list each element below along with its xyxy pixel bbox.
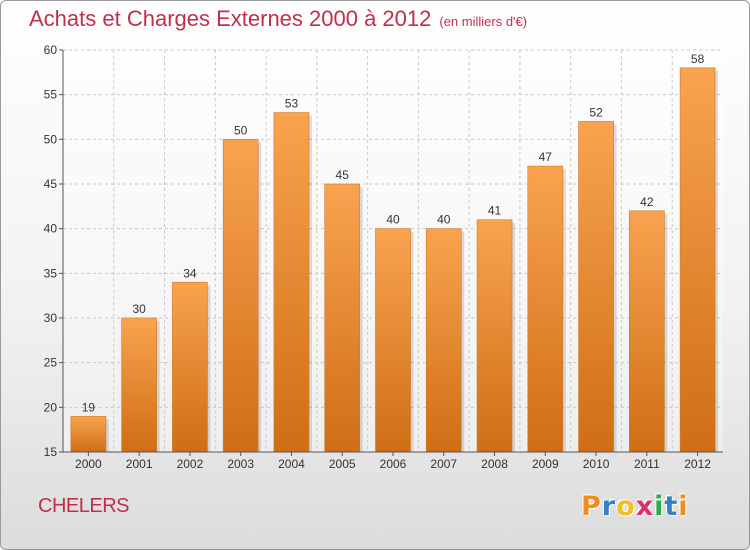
bar-2003 (222, 139, 259, 453)
chart-unit-label: (en milliers d'€) (439, 14, 528, 29)
x-tick-label-2009: 2009 (532, 457, 559, 471)
value-label-2001: 30 (132, 302, 146, 316)
logo-letter: o (616, 491, 636, 522)
value-label-2008: 41 (488, 204, 502, 218)
bar-2000 (70, 415, 107, 453)
x-tick-label-2012: 2012 (684, 457, 711, 471)
logo-letter: t (664, 491, 679, 522)
value-label-2010: 52 (589, 105, 603, 119)
chart-title: Achats et Charges Externes 2000 à 2012 (e… (29, 6, 527, 32)
proxiti-logo: Proxiti (581, 491, 689, 522)
y-tick-label: 20 (44, 400, 58, 414)
y-tick-label: 55 (44, 88, 58, 102)
logo-letter: P (581, 491, 602, 522)
bar-2005 (324, 183, 361, 453)
x-tick-label-2000: 2000 (75, 457, 102, 471)
x-tick-label-2003: 2003 (227, 457, 254, 471)
x-tick-label-2010: 2010 (583, 457, 610, 471)
logo-letter: r (601, 491, 617, 522)
logo-letter: i (654, 491, 665, 522)
x-tick-label-2006: 2006 (380, 457, 407, 471)
value-label-2003: 50 (234, 123, 248, 137)
x-tick-label-2008: 2008 (481, 457, 508, 471)
bar-2006 (375, 228, 411, 453)
bar-2007 (425, 228, 462, 453)
value-label-2002: 34 (183, 266, 197, 280)
x-tick-label-2001: 2001 (126, 457, 153, 471)
bar-2008 (476, 219, 513, 453)
y-tick-label: 50 (44, 132, 58, 146)
value-label-2005: 45 (336, 168, 350, 182)
y-tick-label: 45 (44, 177, 58, 191)
commune-name: CHELERS (38, 495, 129, 517)
bar-2001 (121, 317, 157, 453)
y-tick-label: 60 (44, 43, 58, 57)
x-tick-label-2005: 2005 (329, 457, 356, 471)
x-tick-label-2004: 2004 (278, 457, 305, 471)
value-label-2004: 53 (285, 97, 299, 111)
logo-letter: x (635, 491, 655, 522)
value-label-2009: 47 (539, 150, 553, 164)
chart-title-text: Achats et Charges Externes 2000 à 2012 (29, 6, 432, 31)
bar-2009 (527, 165, 564, 453)
y-tick-label: 40 (44, 222, 58, 236)
bar-2004 (273, 112, 310, 453)
bar-2011 (629, 210, 665, 453)
value-label-2011: 42 (640, 195, 654, 209)
bar-2010 (578, 121, 614, 453)
bar-2012 (679, 67, 716, 453)
value-label-2012: 58 (691, 52, 705, 66)
bar-2002 (172, 281, 208, 453)
value-label-2000: 19 (82, 400, 96, 414)
x-tick-label-2007: 2007 (430, 457, 457, 471)
y-tick-label: 30 (44, 311, 58, 325)
value-label-2006: 40 (386, 213, 400, 227)
y-tick-label: 35 (44, 266, 58, 280)
x-tick-label-2011: 2011 (634, 457, 660, 471)
value-label-2007: 40 (437, 213, 451, 227)
y-tick-label: 15 (44, 445, 58, 459)
x-tick-label-2002: 2002 (177, 457, 204, 471)
logo-letter: i (678, 491, 689, 522)
y-tick-label: 25 (44, 356, 58, 370)
